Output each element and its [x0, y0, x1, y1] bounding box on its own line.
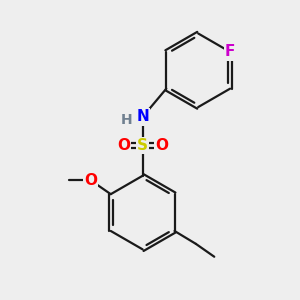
Text: N: N [136, 110, 149, 124]
Text: O: O [155, 138, 168, 153]
Text: F: F [225, 44, 235, 59]
Text: O: O [117, 138, 130, 153]
Text: H: H [120, 113, 132, 127]
Text: S: S [137, 138, 148, 153]
Text: O: O [84, 173, 97, 188]
